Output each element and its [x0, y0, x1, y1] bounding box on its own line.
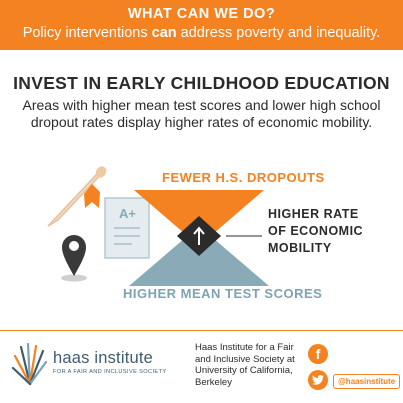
fewer-dropouts-label: FEWER H.S. DROPOUTS [162, 170, 325, 185]
economic-mobility-line: HIGHER RATE [268, 207, 359, 221]
address-line: Haas Institute for a Fair [195, 342, 294, 353]
address-line: Berkeley [195, 376, 232, 388]
grade-mark: A+ [119, 206, 136, 221]
up-arrow-icon [177, 216, 221, 256]
address-line: and Inclusive Society at [195, 353, 295, 365]
logo-name: haas institute [53, 349, 154, 367]
twitter-handle[interactable]: @haasinstitute [333, 374, 401, 389]
diagram-illustration: A+ [47, 166, 269, 286]
facebook-icon[interactable]: f [308, 344, 328, 364]
diploma-scroll-icon [47, 166, 107, 227]
section-heading: INVEST IN EARLY CHILDHOOD EDUCATION [13, 73, 390, 93]
higher-test-scores-label: HIGHER MEAN TEST SCORES [123, 286, 323, 301]
banner-title: WHAT CAN WE DO? [127, 6, 276, 22]
graded-paper-icon: A+ [104, 197, 150, 259]
economic-mobility-line: OF ECONOMIC [268, 224, 364, 238]
banner-subtitle-emphasis: can [151, 25, 177, 41]
section-description: Areas with higher mean test scores and l… [22, 97, 381, 130]
location-pin-icon [61, 235, 87, 282]
twitter-icon[interactable] [308, 370, 328, 390]
banner-subtitle: Policy interventions can address poverty… [0, 25, 403, 41]
haas-logo-icon [12, 342, 48, 386]
header-banner: WHAT CAN WE DO? Policy interventions can… [0, 0, 403, 50]
institute-address: Haas Institute for a Fair and Inclusive … [195, 342, 305, 388]
economic-mobility-line: MOBILITY [268, 241, 332, 255]
footer-divider [0, 330, 403, 331]
address-line: University of California, [195, 365, 293, 376]
economic-mobility-label: HIGHER RATE OF ECONOMIC MOBILITY [268, 206, 388, 257]
logo-tagline: FOR A FAIR AND INCLUSIVE SOCIETY [53, 369, 167, 375]
banner-subtitle-pre: Policy interventions [22, 25, 152, 41]
banner-subtitle-post: address poverty and inequality. [176, 25, 381, 41]
